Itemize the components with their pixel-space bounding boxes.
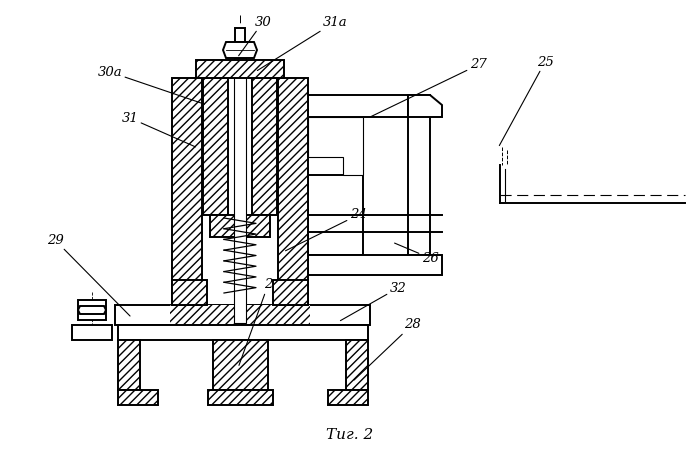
- Bar: [278, 78, 308, 305]
- Text: 30: 30: [239, 15, 272, 56]
- Text: 31a: 31a: [258, 15, 347, 71]
- Bar: [213, 340, 268, 390]
- Text: 29: 29: [47, 234, 130, 316]
- Text: 28: 28: [354, 319, 421, 380]
- Bar: [72, 325, 112, 340]
- Polygon shape: [78, 306, 106, 314]
- Bar: [172, 78, 202, 305]
- Text: 32: 32: [340, 282, 407, 321]
- Bar: [170, 305, 310, 325]
- Bar: [196, 60, 284, 78]
- Bar: [118, 325, 368, 340]
- Bar: [308, 95, 430, 117]
- Text: 26: 26: [395, 243, 438, 265]
- Bar: [172, 280, 207, 305]
- Bar: [308, 255, 442, 275]
- Bar: [328, 390, 368, 405]
- Text: 2: 2: [239, 279, 272, 365]
- Bar: [208, 390, 273, 405]
- Bar: [210, 215, 270, 237]
- Bar: [408, 95, 430, 255]
- Bar: [118, 340, 140, 390]
- Text: Τиг. 2: Τиг. 2: [326, 428, 374, 442]
- Bar: [346, 340, 368, 390]
- Bar: [273, 280, 308, 305]
- Text: 30a: 30a: [98, 66, 204, 104]
- Text: 25: 25: [499, 55, 554, 145]
- Text: 27: 27: [370, 58, 486, 117]
- Text: 24: 24: [286, 208, 366, 251]
- Bar: [308, 175, 363, 255]
- Polygon shape: [308, 117, 363, 175]
- Bar: [115, 305, 370, 325]
- Polygon shape: [223, 42, 257, 58]
- Bar: [118, 390, 158, 405]
- Polygon shape: [408, 95, 442, 117]
- Text: 31: 31: [122, 112, 195, 147]
- Bar: [78, 300, 106, 320]
- Bar: [234, 58, 246, 323]
- Bar: [252, 78, 277, 215]
- Bar: [203, 78, 228, 215]
- Bar: [235, 28, 245, 42]
